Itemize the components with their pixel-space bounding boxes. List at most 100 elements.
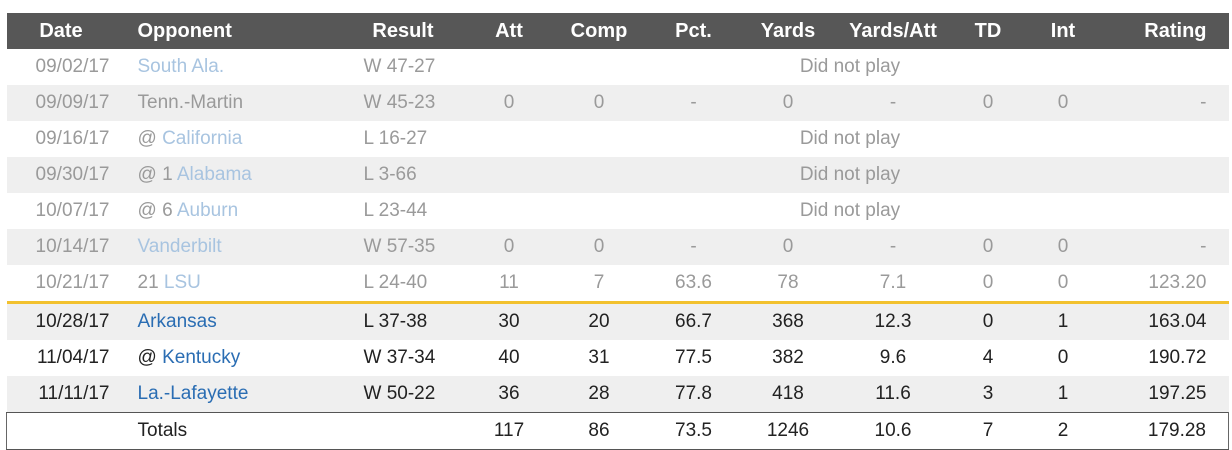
row-opponent: South Ala. [116, 49, 346, 85]
row-opponent: @ Kentucky [116, 340, 346, 376]
row-result: L 23-44 [363, 200, 428, 221]
row-result: W 50-22 [345, 376, 472, 413]
totals-ypa: 10.6 [840, 412, 946, 450]
row-comp: 0 [546, 85, 652, 121]
header-pct[interactable]: Pct. [651, 13, 736, 49]
row-date: 11/11/17 [6, 376, 116, 413]
row-rating: - [1095, 229, 1229, 265]
header-comp[interactable]: Comp [546, 13, 652, 49]
row-td: 0 [945, 265, 1031, 304]
row-att: 36 [471, 376, 547, 413]
header-att[interactable]: Att [471, 13, 547, 49]
row-yards: 418 [735, 376, 841, 413]
did-not-play: Did not play [799, 56, 901, 77]
row-yards: 0 [735, 229, 841, 265]
header-opponent[interactable]: Opponent [115, 13, 346, 49]
table-row: 11/04/17 @ Kentucky W 37-34 40 31 77.5 3… [7, 340, 1229, 376]
row-comp: 0 [546, 229, 652, 265]
row-pct: - [651, 229, 736, 265]
row-int: 1 [1030, 376, 1096, 413]
row-td: 0 [945, 85, 1031, 121]
opponent-link[interactable]: Auburn [176, 200, 239, 221]
totals-pct: 73.5 [651, 412, 736, 450]
row-opponent: @ 1 Alabama [115, 157, 346, 193]
totals-int: 2 [1030, 412, 1096, 450]
totals-yards: 1246 [735, 412, 841, 450]
row-yards: 78 [735, 265, 841, 304]
opponent-link[interactable]: California [162, 128, 243, 149]
row-pct: 66.7 [651, 302, 736, 340]
table-row: 09/16/17 @ California L 16-27 Did not pl… [7, 121, 1229, 157]
row-result: W 57-35 [345, 229, 472, 265]
row-int: 0 [1030, 265, 1096, 304]
row-date: 11/04/17 [36, 347, 110, 368]
row-att: 0 [471, 85, 547, 121]
row-pct: 77.8 [651, 376, 736, 413]
row-ypa: 9.6 [879, 347, 907, 368]
opponent-link[interactable]: La.-Lafayette [137, 383, 249, 404]
row-opponent: Vanderbilt [115, 229, 346, 265]
row-pct: - [651, 85, 736, 121]
table-row: 09/30/17 @ 1 Alabama L 3-66 Did not play [6, 157, 1229, 193]
row-int: 1 [1030, 302, 1096, 340]
opponent-link[interactable]: Arkansas [137, 311, 217, 332]
opponent-link[interactable]: LSU [163, 272, 201, 293]
row-date: 10/14/17 [6, 229, 116, 265]
row-rating: 123.20 [1095, 265, 1229, 304]
row-opponent: La.-Lafayette [115, 376, 346, 413]
row-pct: 63.6 [651, 265, 736, 304]
row-date: 09/16/17 [35, 128, 110, 149]
table-row: 10/21/17 21 LSU L 24-40 11 7 63.6 78 7.1… [6, 265, 1229, 304]
row-date: 09/09/17 [6, 85, 116, 121]
table-row: 10/07/17 @ 6 Auburn L 23-44 Did not play [7, 193, 1229, 229]
header-int[interactable]: Int [1030, 13, 1096, 49]
row-ypa: 12.3 [840, 302, 946, 340]
row-date: 09/02/17 [35, 56, 110, 77]
table-row: 10/14/17 Vanderbilt W 57-35 0 0 - 0 - 0 … [6, 229, 1229, 265]
row-att: 0 [471, 229, 547, 265]
table-row: 09/02/17 South Ala. W 47-27 Did not play [7, 49, 1229, 85]
row-opponent: @ California [116, 121, 346, 157]
game-log-table-container: Date Opponent Result Att Comp Pct. Yards… [6, 13, 1229, 450]
row-td: 0 [945, 229, 1031, 265]
opponent-link[interactable]: Vanderbilt [137, 236, 222, 257]
opponent-prefix: @ 6 [137, 200, 173, 221]
did-not-play: Did not play [799, 128, 901, 149]
header-td[interactable]: TD [945, 13, 1031, 49]
row-date: 10/21/17 [6, 265, 116, 304]
totals-result-blank [345, 412, 472, 450]
row-att: 11 [471, 265, 547, 304]
opponent-link[interactable]: Alabama [176, 164, 252, 185]
totals-blank [6, 412, 116, 450]
row-result: L 3-66 [345, 157, 472, 193]
row-att: 30 [471, 302, 547, 340]
opponent-link[interactable]: South Ala. [137, 56, 225, 77]
header-result[interactable]: Result [345, 13, 472, 49]
row-result: W 37-34 [363, 347, 436, 368]
row-int: 0 [1057, 347, 1069, 368]
row-yards: 0 [735, 85, 841, 121]
row-rating: 197.25 [1095, 376, 1229, 413]
row-ypa: - [840, 85, 946, 121]
row-ypa: - [840, 229, 946, 265]
row-td: 0 [945, 302, 1031, 340]
table-row: 10/28/17 Arkansas L 37-38 30 20 66.7 368… [6, 302, 1229, 340]
row-td: 4 [982, 347, 994, 368]
header-rating[interactable]: Rating [1095, 13, 1229, 49]
table-row: 09/09/17 Tenn.-Martin W 45-23 0 0 - 0 - … [6, 85, 1229, 121]
row-yards: 368 [735, 302, 841, 340]
table-row: 11/11/17 La.-Lafayette W 50-22 36 28 77.… [6, 376, 1229, 413]
header-yards[interactable]: Yards [735, 13, 841, 49]
row-comp: 7 [546, 265, 652, 304]
row-rating: 190.72 [1148, 347, 1207, 368]
row-ypa: 7.1 [840, 265, 946, 304]
row-opponent: @ 6 Auburn [116, 193, 346, 229]
row-int: 0 [1030, 85, 1096, 121]
header-row: Date Opponent Result Att Comp Pct. Yards… [6, 13, 1229, 49]
header-yards-per-att[interactable]: Yards/Att [840, 13, 946, 49]
opponent-link[interactable]: Kentucky [162, 347, 241, 368]
did-not-play: Did not play [799, 200, 901, 221]
opponent-prefix: @ 1 [137, 164, 173, 185]
header-date[interactable]: Date [6, 13, 116, 49]
row-result: L 37-38 [345, 302, 472, 340]
